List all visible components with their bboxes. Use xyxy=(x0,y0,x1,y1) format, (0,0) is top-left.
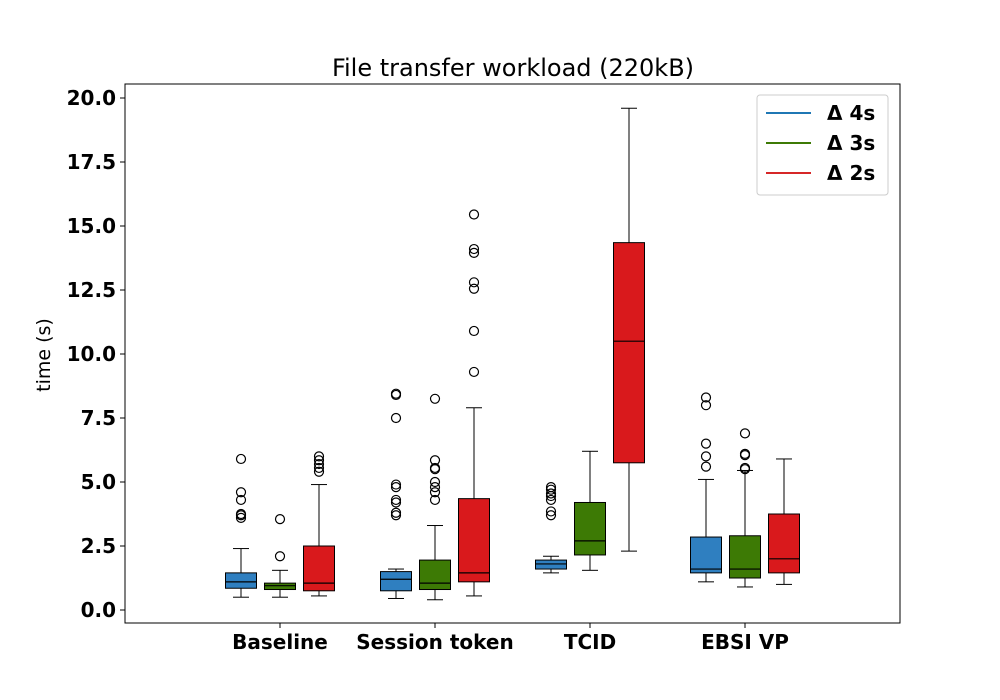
box-group xyxy=(380,388,412,599)
plot-frame xyxy=(124,83,901,624)
outlier-point xyxy=(313,458,325,470)
outlier-point xyxy=(468,243,480,255)
outlier-point xyxy=(700,392,712,403)
x-tick-label: Session token xyxy=(356,630,513,654)
outlier-point xyxy=(429,487,441,498)
box-group xyxy=(419,393,451,601)
outlier-point xyxy=(390,507,402,518)
box xyxy=(458,498,490,583)
outlier-point xyxy=(429,455,441,466)
box-group xyxy=(574,450,606,571)
box xyxy=(690,536,722,574)
legend-label: Δ 4s xyxy=(827,101,875,125)
outlier-point xyxy=(390,510,402,521)
outlier-point xyxy=(545,484,557,495)
outlier-point xyxy=(468,283,480,294)
y-tick-label: 12.5 xyxy=(67,278,116,302)
box-group xyxy=(225,453,257,598)
box-group xyxy=(690,392,722,583)
outlier-point xyxy=(390,497,402,508)
outlier-point xyxy=(390,388,402,399)
y-tick-label: 17.5 xyxy=(67,150,116,174)
box-group xyxy=(768,458,800,585)
legend-frame xyxy=(756,94,889,196)
outlier-point xyxy=(390,479,402,490)
outlier-point xyxy=(274,514,286,525)
x-tick-label: TCID xyxy=(564,630,616,654)
outlier-point xyxy=(545,494,557,506)
box xyxy=(574,501,606,556)
y-tick-label: 2.5 xyxy=(81,534,116,558)
box xyxy=(380,571,412,592)
legend-label: Δ 3s xyxy=(827,131,875,155)
outlier-point xyxy=(468,325,480,337)
y-tick-label: 0.0 xyxy=(81,598,116,622)
outlier-point xyxy=(700,451,712,462)
y-tick-label: 10.0 xyxy=(67,342,116,366)
x-tick-label: EBSI VP xyxy=(701,630,789,654)
box-group xyxy=(729,428,761,588)
outlier-point xyxy=(545,510,557,521)
outlier-point xyxy=(545,488,557,499)
box xyxy=(419,559,451,591)
outlier-point xyxy=(468,366,480,378)
box xyxy=(613,242,645,464)
outlier-point xyxy=(429,494,441,506)
box-group xyxy=(303,451,335,597)
legend: Δ 4s Δ 3s Δ 2s xyxy=(756,94,889,196)
outlier-point xyxy=(235,512,247,523)
y-tick-label: 20.0 xyxy=(67,86,116,110)
box xyxy=(303,545,335,592)
outlier-point xyxy=(429,482,441,493)
outlier-point xyxy=(468,277,480,288)
box xyxy=(535,559,567,570)
box xyxy=(264,582,296,591)
outlier-point xyxy=(700,400,712,411)
box-group xyxy=(264,514,296,598)
outlier-point xyxy=(313,455,325,466)
chart-title: File transfer workload (220kB) xyxy=(332,54,694,82)
box xyxy=(729,535,761,579)
y-tick-label: 7.5 xyxy=(81,406,116,430)
box-group xyxy=(535,482,567,574)
y-tick-label: 15.0 xyxy=(67,214,116,238)
outlier-point xyxy=(313,462,325,474)
outlier-point xyxy=(700,461,712,472)
box xyxy=(768,513,800,574)
outlier-point xyxy=(739,448,751,459)
outlier-point xyxy=(429,462,441,474)
outlier-point xyxy=(545,482,557,493)
outlier-point xyxy=(545,506,557,517)
outlier-point xyxy=(429,476,441,488)
outlier-point xyxy=(274,551,286,562)
outlier-point xyxy=(700,438,712,449)
outlier-point xyxy=(235,508,247,520)
box-group xyxy=(613,107,645,552)
legend-label: Δ 2s xyxy=(827,161,875,185)
y-axis-label: time (s) xyxy=(33,318,55,392)
outlier-point xyxy=(313,466,325,477)
outlier-point xyxy=(739,462,751,474)
outlier-point xyxy=(390,482,402,493)
outlier-point xyxy=(390,494,402,506)
outlier-point xyxy=(739,428,751,439)
outlier-point xyxy=(235,453,247,465)
box xyxy=(225,572,257,589)
outlier-point xyxy=(468,247,480,258)
box-group xyxy=(458,209,490,597)
outlier-point xyxy=(313,451,325,462)
outlier-point xyxy=(468,209,480,220)
outlier-point xyxy=(390,412,402,424)
plot-area: 0.0 2.5 5.0 7.5 10.0 12.5 15.0 17.5 20.0 Baseline… xyxy=(67,86,800,654)
outlier-point xyxy=(429,393,441,404)
y-tick-label: 5.0 xyxy=(81,470,116,494)
x-tick-label: Baseline xyxy=(232,630,328,654)
outlier-point xyxy=(235,494,247,506)
outlier-point xyxy=(235,487,247,498)
